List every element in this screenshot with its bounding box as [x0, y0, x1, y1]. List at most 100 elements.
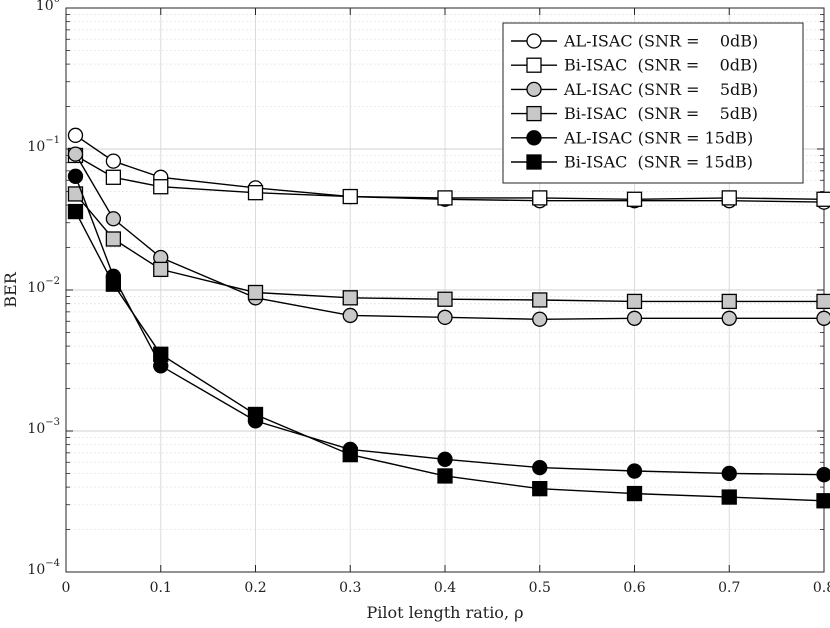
- legend-label: Bi-ISAC (SNR = 0dB): [564, 56, 758, 75]
- data-point-square: [105, 276, 122, 292]
- legend-marker: [526, 81, 542, 98]
- data-point-square: [532, 190, 548, 206]
- legend-label: Bi-ISAC (SNR = 5dB): [564, 104, 758, 123]
- series-group: [67, 127, 830, 509]
- legend-marker: [526, 57, 542, 73]
- y-tick-labels: 10010−110−210−310−4: [27, 0, 60, 578]
- data-point-circle: [816, 310, 830, 326]
- data-point-square: [626, 293, 643, 310]
- data-point-square: [247, 406, 264, 423]
- data-point-square: [105, 169, 122, 185]
- y-tick-label: 10−1: [27, 135, 60, 155]
- data-point-circle: [437, 309, 453, 325]
- data-point-square: [437, 468, 453, 484]
- data-point-square: [67, 203, 84, 220]
- legend-marker: [526, 105, 542, 122]
- y-tick-base: 10: [27, 562, 45, 578]
- data-point-square: [721, 293, 737, 310]
- y-tick-exponent: −2: [45, 276, 60, 287]
- data-point-circle: [532, 459, 548, 476]
- legend-entry: Bi-ISAC (SNR = 15dB): [511, 153, 753, 172]
- data-point-square: [342, 446, 358, 463]
- legend-label: AL-ISAC (SNR = 15dB): [563, 128, 753, 147]
- x-tick-label: 0.3: [339, 580, 361, 596]
- y-tick-base: 10: [27, 280, 45, 296]
- legend-items: AL-ISAC (SNR = 0dB) Bi-ISAC (SNR = 0dB) AL…: [511, 32, 758, 172]
- y-tick-label: 10−3: [27, 417, 60, 437]
- data-point-circle: [626, 463, 643, 479]
- series-5: [67, 203, 830, 509]
- data-point-circle: [67, 146, 84, 162]
- x-tick-labels: 0 0.1 0.2 0.3 0.4 0.5 0.6 0.7 0.8: [62, 580, 830, 596]
- series-3: [67, 186, 830, 310]
- series-line: [75, 154, 825, 201]
- legend-box: [502, 22, 804, 184]
- series-line: [74, 153, 824, 321]
- legend-entry: AL-ISAC (SNR = 5dB): [511, 80, 758, 99]
- legend-entry: AL-ISAC (SNR = 0dB): [511, 32, 758, 51]
- data-point-circle: [532, 311, 548, 327]
- legend-marker: [526, 33, 542, 49]
- y-tick-exponent: −4: [45, 558, 60, 569]
- data-point-square: [153, 261, 169, 278]
- data-point-square: [247, 185, 264, 201]
- x-tick-label: 0.5: [529, 580, 551, 596]
- legend: AL-ISAC (SNR = 0dB) Bi-ISAC (SNR = 0dB) AL…: [502, 22, 804, 184]
- legend-label: Bi-ISAC (SNR = 15dB): [564, 153, 753, 172]
- legend-label: AL-ISAC (SNR = 0dB): [563, 32, 758, 51]
- axis-ticks: [65, 7, 825, 573]
- x-tick-label: 0.4: [434, 580, 456, 596]
- data-point-circle: [67, 168, 84, 184]
- data-point-circle: [67, 127, 84, 143]
- y-tick-base: 10: [27, 421, 45, 437]
- series-line: [74, 193, 824, 303]
- x-tick-label: 0.6: [623, 580, 645, 596]
- data-point-square: [721, 190, 737, 206]
- y-axis-label: BER: [1, 271, 20, 307]
- data-point-circle: [342, 307, 358, 324]
- data-point-square: [342, 188, 358, 205]
- series-line: [74, 211, 825, 502]
- legend-entry: AL-ISAC (SNR = 15dB): [511, 128, 753, 147]
- x-tick-label: 0: [62, 580, 71, 596]
- series-line: [74, 176, 825, 476]
- data-point-square: [342, 290, 358, 306]
- x-axis-label: Pilot length ratio, ρ: [366, 603, 523, 622]
- data-point-circle: [816, 467, 830, 483]
- data-point-square: [105, 231, 122, 247]
- x-tick-label: 0.2: [244, 580, 266, 596]
- y-tick-label: 10−4: [27, 558, 60, 578]
- data-point-circle: [105, 211, 122, 227]
- y-tick-base: 10: [27, 139, 45, 155]
- y-tick-exponent: −3: [45, 417, 60, 428]
- x-tick-label: 0.8: [813, 580, 830, 596]
- data-point-square: [437, 291, 453, 307]
- legend-marker: [526, 130, 542, 146]
- y-tick-exponent: 0: [54, 0, 60, 5]
- data-point-square: [816, 191, 830, 207]
- data-point-square: [153, 346, 169, 362]
- y-tick-exponent: −1: [45, 135, 60, 146]
- data-point-square: [153, 179, 169, 195]
- legend-label: AL-ISAC (SNR = 5dB): [563, 80, 758, 99]
- data-point-square: [247, 284, 264, 301]
- x-tick-label: 0.7: [718, 580, 740, 596]
- data-point-square: [532, 481, 548, 497]
- data-point-square: [626, 485, 643, 502]
- data-point-square: [532, 292, 548, 308]
- data-point-circle: [626, 310, 643, 326]
- data-point-square: [816, 493, 830, 509]
- data-point-square: [721, 489, 737, 505]
- data-point-circle: [721, 310, 737, 326]
- data-point-circle: [721, 465, 737, 482]
- y-tick-label: 100: [36, 0, 60, 14]
- y-tick-base: 10: [36, 0, 54, 14]
- legend-entry: Bi-ISAC (SNR = 5dB): [511, 104, 758, 123]
- legend-marker: [526, 154, 542, 170]
- y-tick-label: 10−2: [27, 276, 60, 296]
- data-point-circle: [437, 451, 453, 467]
- data-point-square: [816, 293, 830, 310]
- data-point-square: [626, 191, 643, 207]
- legend-entry: Bi-ISAC (SNR = 0dB): [511, 56, 758, 75]
